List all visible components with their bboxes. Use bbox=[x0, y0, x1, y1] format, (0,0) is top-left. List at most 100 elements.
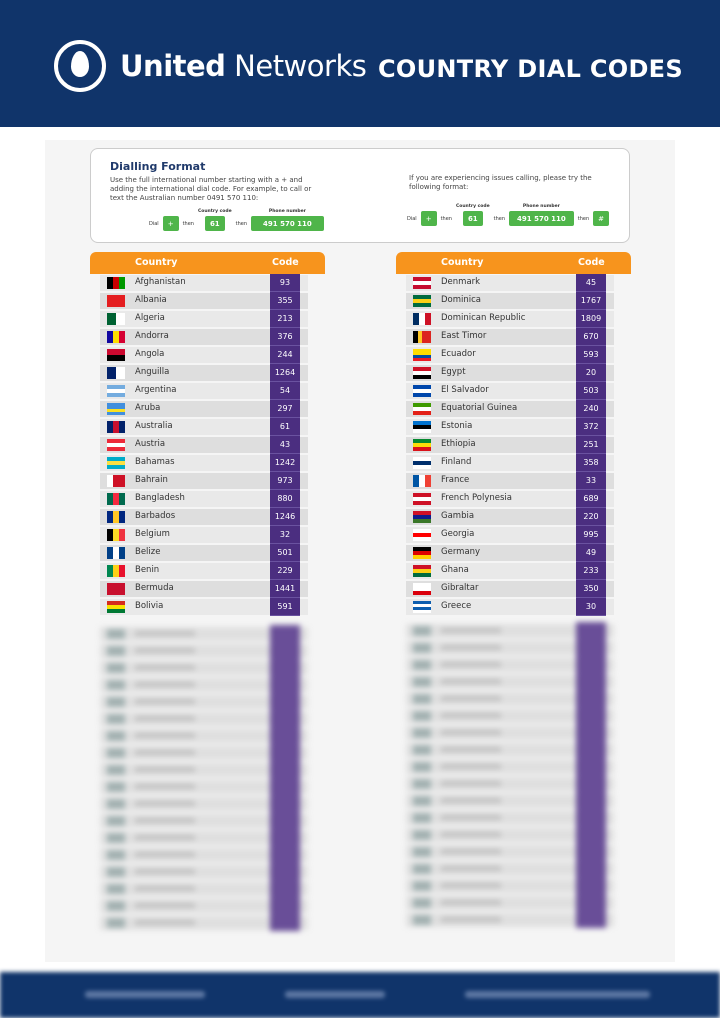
column-code: Code bbox=[578, 257, 605, 268]
phone-number-caption: Phone number bbox=[522, 204, 560, 209]
row-background bbox=[100, 365, 308, 381]
country-name: Ghana bbox=[441, 565, 469, 575]
country-name: Denmark bbox=[441, 277, 481, 287]
table-row: Afghanistan 93 bbox=[90, 274, 325, 292]
dial-code: 355 bbox=[270, 292, 300, 310]
blurred-row bbox=[396, 758, 631, 775]
blurred-row bbox=[90, 710, 325, 727]
column-country: Country bbox=[135, 257, 178, 268]
table-row: France 33 bbox=[396, 472, 631, 490]
blurred-row bbox=[90, 880, 325, 897]
blurred-row bbox=[90, 846, 325, 863]
country-name: Gambia bbox=[441, 511, 475, 521]
table-row: Anguilla 1264 bbox=[90, 364, 325, 382]
phone-number-caption: Phone number bbox=[268, 209, 306, 214]
blurred-row bbox=[396, 724, 631, 741]
dial-code: 372 bbox=[576, 418, 606, 436]
table-row: Barbados 1246 bbox=[90, 508, 325, 526]
country-code-caption: Country code bbox=[197, 209, 232, 214]
flag-icon bbox=[107, 547, 125, 559]
country-name: Estonia bbox=[441, 421, 473, 431]
dial-code: 1441 bbox=[270, 580, 300, 598]
blurred-row bbox=[396, 843, 631, 860]
row-background bbox=[406, 419, 614, 435]
flag-icon bbox=[107, 475, 125, 487]
row-background bbox=[100, 473, 308, 489]
table-row: Bangladesh 880 bbox=[90, 490, 325, 508]
table-row: Bermuda 1441 bbox=[90, 580, 325, 598]
table-row: Belgium 32 bbox=[90, 526, 325, 544]
dial-code: 32 bbox=[270, 526, 300, 544]
row-background bbox=[100, 419, 308, 435]
country-name: Bermuda bbox=[135, 583, 174, 593]
country-name: Anguilla bbox=[135, 367, 170, 377]
flag-icon bbox=[107, 313, 125, 325]
dialling-instructions: Use the full international number starti… bbox=[110, 176, 312, 202]
dial-code: 591 bbox=[270, 598, 300, 616]
then-label: then bbox=[440, 216, 452, 222]
row-background bbox=[406, 329, 614, 345]
blurred-row bbox=[396, 809, 631, 826]
dial-code: 54 bbox=[270, 382, 300, 400]
blurred-row bbox=[396, 622, 631, 639]
table-row: Ethiopia 251 bbox=[396, 436, 631, 454]
dial-code: 61 bbox=[270, 418, 300, 436]
flag-icon bbox=[413, 547, 431, 559]
row-background bbox=[100, 545, 308, 561]
dial-code: 240 bbox=[576, 400, 606, 418]
country-name: Dominica bbox=[441, 295, 482, 305]
flag-icon bbox=[413, 475, 431, 487]
flag-icon bbox=[107, 403, 125, 415]
blurred-row bbox=[90, 914, 325, 931]
table-row: Benin 229 bbox=[90, 562, 325, 580]
country-name: Bahamas bbox=[135, 457, 175, 467]
dial-code: 220 bbox=[576, 508, 606, 526]
row-background bbox=[100, 455, 308, 471]
dial-codes-table-left: Country Code Afghanistan 93 Albania 355 A… bbox=[90, 252, 325, 931]
dial-label: Dial bbox=[149, 221, 159, 227]
dialling-title: Dialling Format bbox=[110, 160, 206, 173]
hash-box: # bbox=[593, 211, 610, 226]
then-label: then bbox=[577, 216, 590, 222]
dial-label: Dial bbox=[407, 216, 417, 222]
row-background bbox=[406, 527, 614, 543]
country-name: France bbox=[441, 475, 470, 485]
blurred-row bbox=[396, 707, 631, 724]
table-header: Country Code bbox=[396, 252, 631, 274]
country-name: Germany bbox=[441, 547, 481, 557]
table-row: Argentina 54 bbox=[90, 382, 325, 400]
row-background bbox=[100, 437, 308, 453]
blurred-row bbox=[90, 659, 325, 676]
blurred-row bbox=[396, 877, 631, 894]
row-background bbox=[406, 491, 614, 507]
blurred-row bbox=[90, 795, 325, 812]
dial-alt-example: Dial + then Country code 61 then Phone nu… bbox=[407, 204, 610, 226]
country-name: Equatorial Guinea bbox=[441, 403, 518, 413]
country-name: Dominican Republic bbox=[441, 313, 526, 323]
country-name: Angola bbox=[135, 349, 165, 359]
row-background bbox=[100, 311, 308, 327]
flag-icon bbox=[413, 421, 431, 433]
country-name: Greece bbox=[441, 601, 472, 611]
row-background bbox=[100, 383, 308, 399]
row-background bbox=[406, 347, 614, 363]
dial-example: Dial + then Country code 61 then Phone nu… bbox=[149, 209, 324, 231]
phone-number-box: 491 570 110 bbox=[251, 216, 324, 231]
flag-icon bbox=[107, 367, 125, 379]
flag-icon bbox=[107, 493, 125, 505]
brand-name-bold: United bbox=[120, 49, 226, 83]
flag-icon bbox=[107, 385, 125, 397]
country-name: El Salvador bbox=[441, 385, 489, 395]
flag-icon bbox=[107, 277, 125, 289]
table-row: Andorra 376 bbox=[90, 328, 325, 346]
blurred-row bbox=[396, 826, 631, 843]
blurred-row bbox=[90, 897, 325, 914]
dial-code: 501 bbox=[270, 544, 300, 562]
dial-code: 244 bbox=[270, 346, 300, 364]
blurred-row bbox=[90, 693, 325, 710]
blurred-row bbox=[90, 829, 325, 846]
dial-code: 45 bbox=[576, 274, 606, 292]
dial-code: 670 bbox=[576, 328, 606, 346]
flag-icon bbox=[413, 349, 431, 361]
country-name: Gibraltar bbox=[441, 583, 479, 593]
